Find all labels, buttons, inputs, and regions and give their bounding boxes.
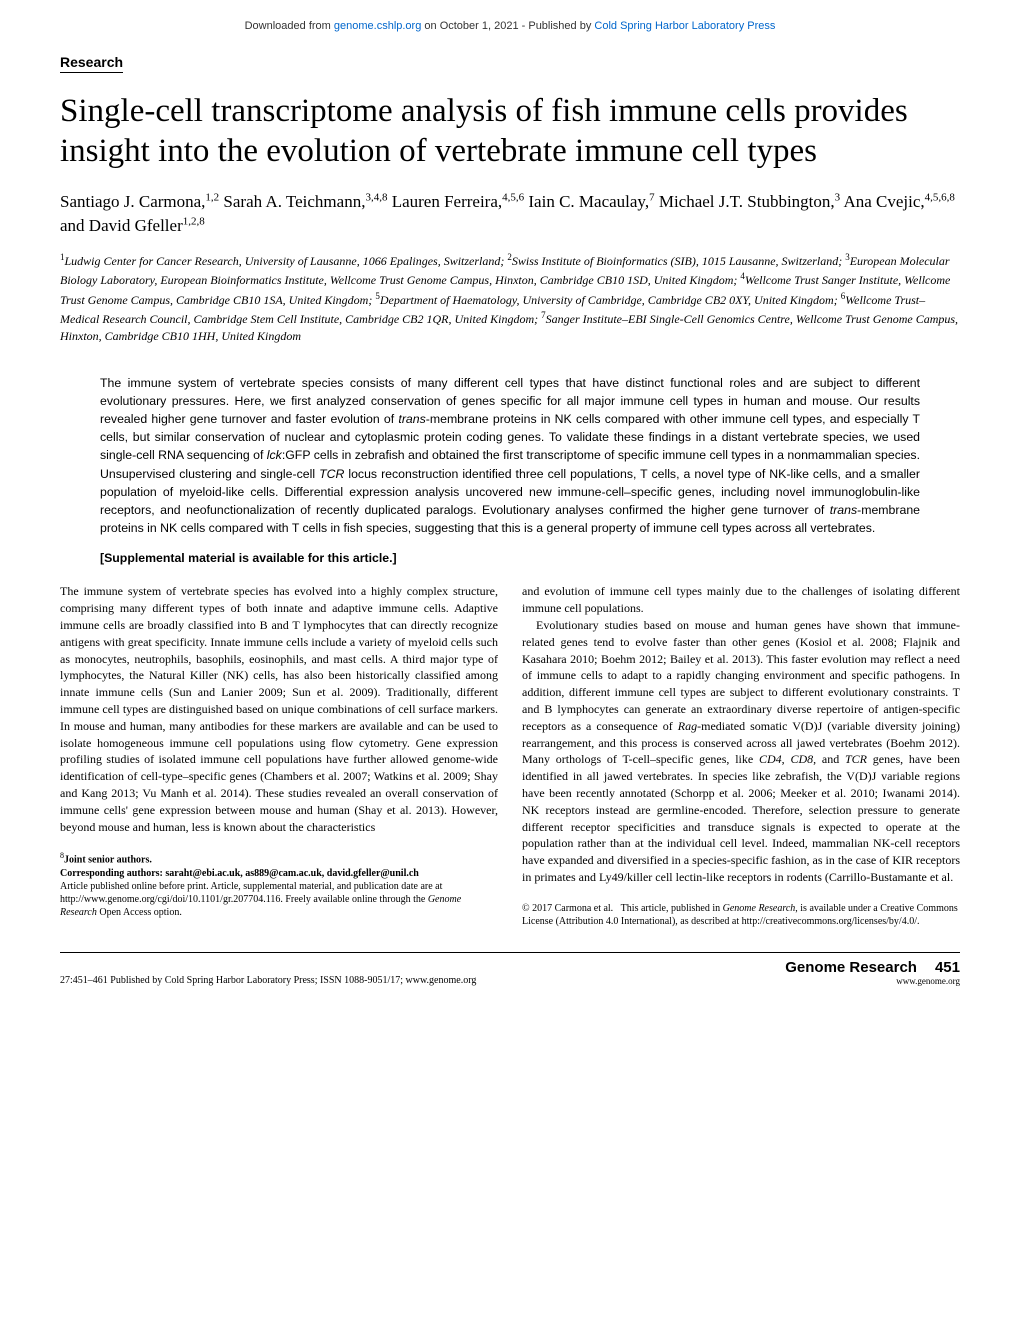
footnotes: 8Joint senior authors. Corresponding aut… xyxy=(60,851,498,918)
section-label-row: Research xyxy=(60,54,960,91)
body-text: The immune system of vertebrate species … xyxy=(60,583,960,927)
download-prefix: Downloaded from xyxy=(245,20,334,32)
download-header: Downloaded from genome.cshlp.org on Octo… xyxy=(60,20,960,32)
download-url-link[interactable]: genome.cshlp.org xyxy=(334,20,421,32)
article-info: Article published online before print. A… xyxy=(60,880,498,919)
corresponding-authors: Corresponding authors: saraht@ebi.ac.uk,… xyxy=(60,867,498,880)
body-column-right: and evolution of immune cell types mainl… xyxy=(522,583,960,927)
affiliations: 1Ludwig Center for Cancer Research, Univ… xyxy=(60,251,960,346)
download-mid: on October 1, 2021 - Published by xyxy=(421,20,594,32)
body-p2: and evolution of immune cell types mainl… xyxy=(522,583,960,617)
copyright-notice: © 2017 Carmona et al. This article, publ… xyxy=(522,902,960,928)
body-p3: Evolutionary studies based on mouse and … xyxy=(522,617,960,886)
supplemental-note: [Supplemental material is available for … xyxy=(100,551,920,565)
publisher-link[interactable]: Cold Spring Harbor Laboratory Press xyxy=(594,20,775,32)
abstract: The immune system of vertebrate species … xyxy=(100,374,920,538)
footer-citation: 27:451–461 Published by Cold Spring Harb… xyxy=(60,975,476,986)
body-p1: The immune system of vertebrate species … xyxy=(60,583,498,835)
footer-journal: Genome Research 451 www.genome.org xyxy=(785,959,960,986)
article-title: Single-cell transcriptome analysis of fi… xyxy=(60,91,960,172)
section-label: Research xyxy=(60,54,123,73)
joint-authors-note: 8Joint senior authors. xyxy=(60,851,498,866)
authors-list: Santiago J. Carmona,1,2 Sarah A. Teichma… xyxy=(60,190,960,239)
journal-name: Genome Research xyxy=(785,959,917,976)
body-column-left: The immune system of vertebrate species … xyxy=(60,583,498,927)
page-number: 451 xyxy=(935,959,960,976)
page-footer: 27:451–461 Published by Cold Spring Harb… xyxy=(60,952,960,986)
journal-url: www.genome.org xyxy=(785,976,960,986)
